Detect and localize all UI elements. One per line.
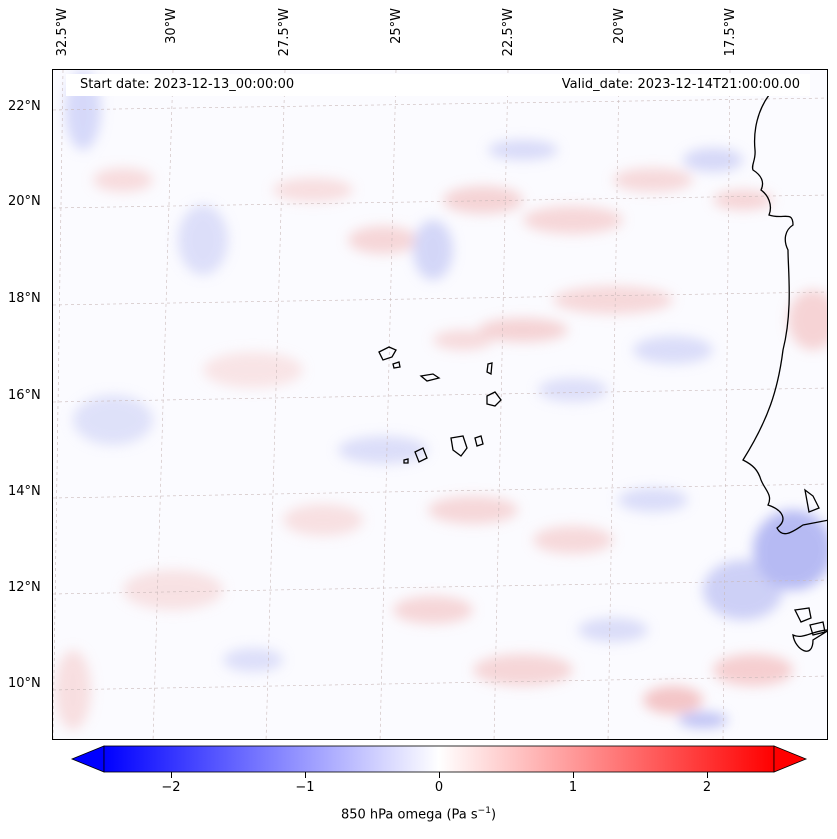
colorbar-tick-label: 1: [568, 780, 578, 795]
map-header-box: [66, 74, 810, 96]
colorbar-tickmark: [707, 772, 708, 778]
lat-label: 16°N: [8, 388, 41, 403]
colorbar-tickmark: [573, 772, 574, 778]
lat-label: 10°N: [8, 676, 41, 691]
graticule: [53, 70, 827, 739]
colorbar-tick-label: 0: [434, 780, 444, 795]
colorbar-tick-label: −1: [295, 780, 315, 795]
omega-map-panel: [52, 69, 828, 740]
coastline-africa: [742, 94, 827, 652]
omega-blobs: [55, 70, 827, 730]
colorbar-tickmark: [439, 772, 440, 778]
colorbar-tick-label: 2: [702, 780, 712, 795]
start-date-text: Start date: 2023-12-13_00:00:00: [80, 77, 295, 92]
valid-date-text: Valid_date: 2023-12-14T21:00:00.00: [561, 77, 800, 92]
coastline-islands: [378, 346, 826, 636]
lat-label: 14°N: [8, 484, 41, 499]
colorbar-right-extension: [773, 745, 808, 773]
colorbar-tickmark: [171, 772, 172, 778]
lat-label: 20°N: [8, 194, 41, 209]
colorbar-left-extension: [70, 745, 105, 773]
omega-field: [53, 70, 827, 739]
colorbar-tick-label: −2: [161, 780, 181, 795]
lat-label: 22°N: [8, 99, 41, 114]
colorbar-tickmark: [305, 772, 306, 778]
lat-label: 12°N: [8, 580, 41, 595]
lat-label: 18°N: [8, 291, 41, 306]
colorbar-bar: [103, 745, 775, 773]
colorbar-label: 850 hPa omega (Pa s−1): [340, 806, 497, 823]
